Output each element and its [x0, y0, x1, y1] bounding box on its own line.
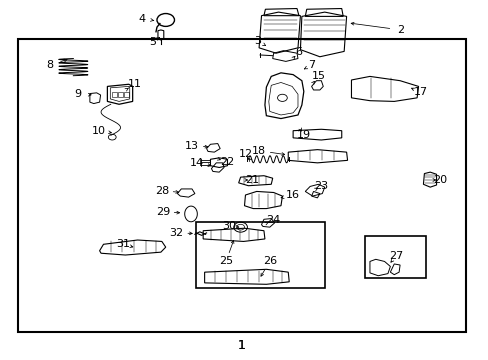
- Text: 30: 30: [222, 221, 235, 231]
- Text: 18: 18: [251, 146, 265, 156]
- Text: 31: 31: [116, 239, 130, 249]
- Text: 13: 13: [184, 141, 199, 151]
- Text: 9: 9: [75, 89, 81, 99]
- Text: 24: 24: [266, 215, 280, 225]
- Text: 1: 1: [238, 338, 245, 351]
- Text: 1: 1: [238, 338, 245, 351]
- Text: 11: 11: [128, 78, 142, 89]
- Text: 4: 4: [139, 14, 145, 23]
- Text: 5: 5: [149, 37, 156, 47]
- Bar: [19, 39, 465, 332]
- Text: 25: 25: [219, 256, 233, 266]
- Text: 8: 8: [46, 60, 54, 70]
- Bar: [365, 236, 425, 278]
- Text: 19: 19: [296, 130, 310, 140]
- Text: 14: 14: [189, 158, 203, 168]
- Text: 28: 28: [154, 186, 169, 196]
- Text: 3: 3: [254, 36, 261, 46]
- Text: 22: 22: [220, 157, 234, 167]
- Text: 7: 7: [307, 60, 315, 70]
- Bar: [196, 222, 324, 288]
- Text: 23: 23: [314, 181, 328, 192]
- Text: 17: 17: [413, 87, 427, 98]
- Text: 6: 6: [295, 47, 302, 57]
- Text: 16: 16: [285, 190, 300, 200]
- Text: 29: 29: [155, 207, 170, 217]
- Text: 15: 15: [311, 71, 325, 81]
- Bar: [118, 92, 122, 97]
- Text: 27: 27: [388, 251, 403, 261]
- Text: 26: 26: [262, 256, 276, 266]
- Text: 21: 21: [244, 175, 258, 185]
- Text: 20: 20: [432, 175, 446, 185]
- Text: 2: 2: [397, 25, 404, 35]
- Text: 10: 10: [91, 126, 105, 136]
- Bar: [123, 92, 128, 97]
- Text: 12: 12: [238, 149, 252, 159]
- Bar: [112, 92, 117, 97]
- Text: 32: 32: [169, 228, 183, 238]
